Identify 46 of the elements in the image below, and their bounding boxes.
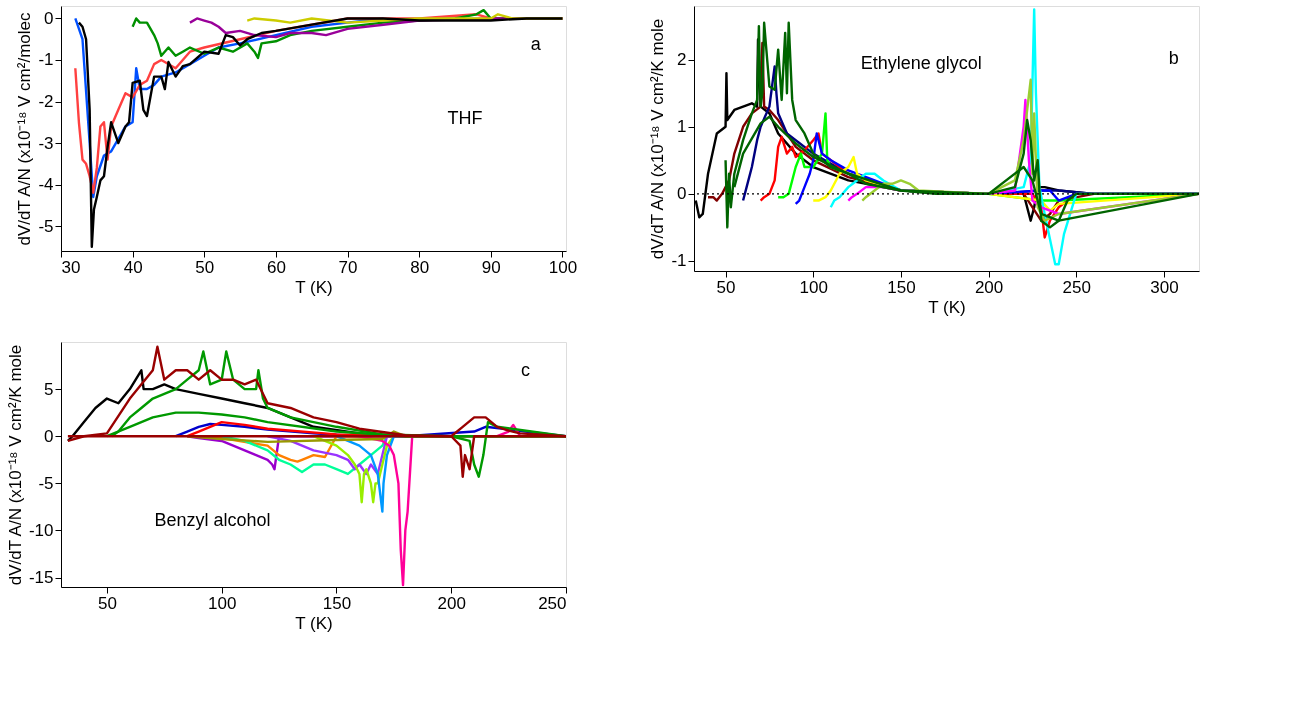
x-tick-label: 50 (97, 593, 117, 613)
y-tick-label: -1 (38, 50, 54, 70)
x-axis-title: T (K) (295, 613, 333, 633)
x-tick-label: 200 (437, 593, 466, 613)
x-tick-label: 80 (410, 257, 430, 277)
y-tick-label: -10 (28, 520, 54, 540)
x-tick-label: 100 (548, 257, 578, 277)
y-axis-title: dV/dT A/N (x10⁻¹⁸ V cm²/K mole (5, 344, 25, 586)
x-axis-title: T (K) (295, 277, 333, 297)
annotation: THF (447, 107, 483, 128)
annotation: a (530, 34, 542, 55)
x-tick-label: 70 (338, 257, 358, 277)
x-tick-label: 60 (266, 257, 286, 277)
x-tick-label: 90 (481, 257, 501, 277)
x-tick-label: 40 (123, 257, 143, 277)
x-tick-label: 150 (322, 593, 352, 613)
y-tick-label: 0 (44, 8, 54, 28)
x-tick-label: 100 (207, 593, 237, 613)
y-tick-label: -5 (38, 473, 54, 493)
annotation: c (521, 360, 531, 381)
y-tick-label: -4 (38, 175, 54, 195)
y-tick-label: 0 (44, 426, 54, 446)
y-tick-label: -3 (38, 133, 54, 153)
y-axis-title: dV/dT A/N (x10⁻¹⁸ V cm²/molec (15, 12, 35, 246)
x-tick-label: 50 (716, 277, 736, 297)
y-tick-label: 2 (677, 50, 687, 70)
y-tick-label: -15 (28, 568, 54, 588)
x-tick-label: 50 (195, 257, 215, 277)
annotation: Ethylene glycol (860, 53, 982, 74)
y-tick-label: 1 (677, 117, 687, 137)
y-tick-label: -1 (671, 251, 687, 271)
x-tick-label: 200 (974, 277, 1004, 297)
x-axis-title: T (K) (928, 297, 966, 317)
y-tick-label: -5 (38, 216, 54, 236)
y-axis-title: dV/dT A/N (x10⁻¹⁸ V cm²/K mole (648, 18, 668, 260)
annotation: Benzyl alcohol (154, 509, 271, 530)
x-tick-label: 100 (799, 277, 828, 297)
x-tick-label: 250 (538, 593, 567, 613)
y-tick-label: -2 (38, 92, 54, 112)
x-tick-label: 30 (61, 257, 81, 277)
y-tick-label: 5 (44, 379, 54, 399)
x-tick-label: 150 (887, 277, 916, 297)
x-tick-label: 250 (1062, 277, 1091, 297)
y-tick-label: 0 (677, 184, 687, 204)
x-tick-label: 300 (1150, 277, 1179, 297)
annotation: b (1168, 48, 1179, 68)
